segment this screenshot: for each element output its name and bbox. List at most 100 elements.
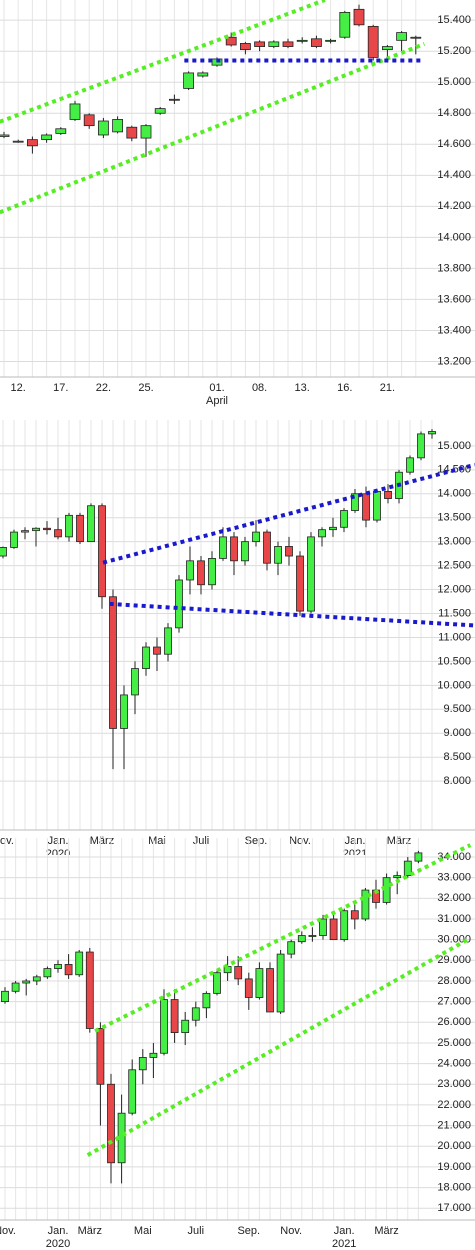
trend-line [86, 936, 472, 1157]
candle-body [285, 546, 293, 557]
candle-body [164, 627, 172, 655]
candle-body [175, 579, 183, 629]
candle-body [140, 125, 152, 139]
y-tick-label: 14.200 [437, 200, 471, 212]
y-tick-label: 15.200 [437, 45, 471, 57]
candle-body [287, 941, 296, 955]
candle-body [64, 964, 73, 976]
y-tick-label: 19.000 [437, 1161, 471, 1173]
candle-body [1, 990, 9, 1003]
candle-body [213, 972, 221, 994]
y-tick-label: 9.000 [443, 727, 471, 739]
candle-body [361, 889, 370, 920]
y-tick-label: 14.400 [437, 169, 471, 181]
y-tick-label: 13.200 [437, 355, 471, 367]
candle-body [128, 1069, 137, 1114]
candle-body [351, 493, 359, 511]
x-tick-label: März [90, 835, 114, 847]
y-tick-label: 14.000 [437, 231, 471, 243]
x-tick-label: Nov. [0, 835, 14, 847]
y-tick-label: 33.000 [437, 872, 471, 884]
x-tick-label: 22. [96, 382, 111, 394]
x-sublabel: April [206, 395, 228, 407]
x-tick-label: Jan. [48, 1225, 69, 1237]
candle-body [170, 999, 179, 1034]
candle-body [319, 918, 327, 936]
candle-body [282, 41, 294, 47]
y-tick-label: 13.500 [437, 512, 471, 524]
x-tick-label: Sep. [245, 835, 268, 847]
candle-body [26, 139, 38, 147]
candle-body [396, 32, 408, 41]
candle-body [54, 529, 62, 538]
y-tick-label: 10.500 [437, 655, 471, 667]
candle-body [87, 505, 95, 543]
candle-body [197, 560, 205, 586]
candle-body [54, 964, 62, 969]
candle-body [107, 1083, 115, 1164]
candle-body [254, 41, 266, 47]
y-tick-label: 11.500 [438, 607, 471, 619]
candle-body [266, 968, 274, 1013]
y-tick-label: 13.400 [437, 324, 471, 336]
candle-body [202, 992, 211, 1009]
x-tick-label: 08. [252, 382, 267, 394]
candle-body [96, 1028, 105, 1085]
y-tick-label: 28.000 [437, 975, 471, 987]
y-tick-label: 23.000 [437, 1078, 471, 1090]
candle-body [307, 536, 315, 612]
candle-body [98, 505, 106, 598]
candle-body [308, 935, 317, 937]
y-tick-label: 29.000 [437, 954, 471, 966]
x-tick-label: Jan. [334, 1225, 355, 1237]
x-sublabel: 2020 [46, 1238, 70, 1250]
candle-body [241, 541, 249, 562]
y-tick-label: 13.000 [437, 536, 471, 548]
candle-body [384, 490, 392, 499]
candle-body [126, 126, 138, 139]
candle-body [186, 560, 194, 581]
candle-body [310, 38, 322, 47]
y-tick-label: 24.000 [437, 1058, 471, 1070]
candle-body [149, 1052, 158, 1058]
candle-body [112, 119, 123, 133]
candle-body [22, 980, 31, 984]
candle-body [367, 25, 379, 58]
y-tick-label: 26.000 [437, 1016, 471, 1028]
candle-body [276, 953, 285, 1013]
candle-body [12, 140, 24, 143]
candle-body [329, 918, 338, 941]
y-tick-label: 10.000 [437, 679, 471, 691]
candle-body [414, 852, 423, 862]
x-tick-label: 16. [337, 382, 352, 394]
candle-body [393, 875, 402, 879]
y-tick-label: 21.000 [437, 1119, 471, 1131]
y-tick-label: 17.000 [437, 1202, 471, 1214]
candle-body [382, 877, 391, 903]
candle-body [325, 39, 337, 42]
y-tick-label: 20.000 [437, 1140, 471, 1152]
y-tick-label: 15.000 [437, 440, 471, 452]
candle-body [410, 36, 422, 39]
candle-body [329, 526, 337, 531]
y-tick-label: 14.600 [437, 138, 471, 150]
candle-body [403, 860, 412, 877]
y-tick-label: 14.800 [437, 107, 471, 119]
y-tick-label: 11.000 [438, 631, 471, 643]
candle-body [55, 128, 67, 134]
y-tick-label: 8.000 [443, 775, 471, 787]
candle-body [109, 596, 117, 729]
x-tick-label: Nov. [0, 1225, 16, 1237]
candle-body [255, 968, 264, 998]
x-tick-label: 13. [295, 382, 310, 394]
candle-body [43, 968, 52, 978]
candle-body [0, 547, 7, 557]
candle-body [428, 431, 436, 435]
candle-body [373, 490, 381, 521]
y-tick-label: 32.000 [437, 892, 471, 904]
x-tick-label: 12. [11, 382, 26, 394]
candle-body [142, 646, 150, 669]
candle-body [296, 39, 308, 42]
candle-body [268, 41, 280, 47]
